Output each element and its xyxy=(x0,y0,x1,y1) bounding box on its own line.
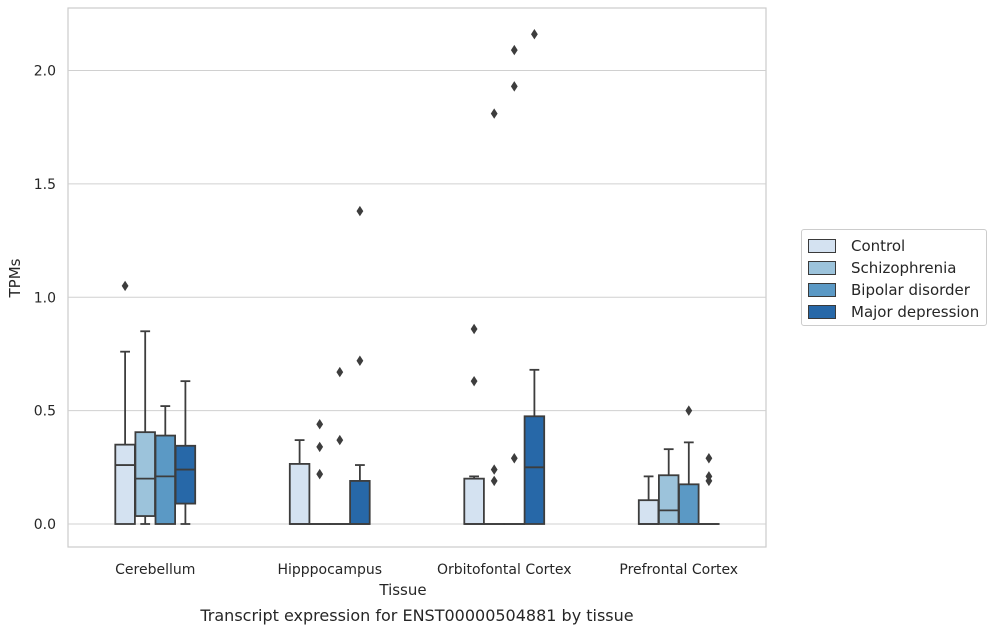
x-tick-labels: Cerebellum Hipppocampus Orbitofontal Corte… xyxy=(115,562,738,578)
outlier-1 xyxy=(356,205,364,217)
box-body xyxy=(154,434,177,525)
y-tick-label-3: 1.5 xyxy=(34,177,56,193)
y-tick-labels: 0.0 0.5 1.0 1.5 2.0 xyxy=(34,64,56,534)
outlier-1 xyxy=(490,464,498,475)
box-body xyxy=(637,499,660,525)
legend-swatch-control xyxy=(808,239,836,253)
outlier-0 xyxy=(531,29,538,40)
x-axis-title: Tissue xyxy=(378,581,426,599)
x-tick-label-0: Cerebellum xyxy=(115,562,195,578)
y-tick-label-0: 0.0 xyxy=(34,517,56,533)
outlier-2 xyxy=(316,419,324,430)
outlier-1 xyxy=(316,441,324,453)
box-body xyxy=(349,480,371,525)
box-2-1 xyxy=(329,366,351,525)
outlier-1 xyxy=(510,81,518,92)
legend: Control Schizophrenia Bipolar disorder M… xyxy=(801,229,987,326)
outlier-0 xyxy=(121,280,129,292)
y-tick-label-4: 2.0 xyxy=(34,64,56,80)
box-0-2 xyxy=(463,323,485,525)
outlier-1 xyxy=(705,471,713,482)
box-2-3 xyxy=(678,405,700,525)
outlier-2 xyxy=(705,453,713,464)
box-body xyxy=(114,443,136,525)
box-0-3 xyxy=(637,475,660,525)
y-axis-title: TPMs xyxy=(6,258,24,298)
outlier-0 xyxy=(510,453,518,464)
legend-label-control: Control xyxy=(851,237,906,255)
box-1-0 xyxy=(134,330,156,525)
outlier-0 xyxy=(470,375,478,387)
outlier-1 xyxy=(470,323,478,335)
legend-swatch-schizophrenia xyxy=(808,261,836,275)
outlier-0 xyxy=(685,405,693,416)
legend-swatch-bipolar-disorder xyxy=(808,283,836,297)
outlier-2 xyxy=(510,44,518,56)
x-tick-label-2: Orbitofontal Cortex xyxy=(437,562,572,578)
legend-label-major-depression: Major depression xyxy=(851,303,980,321)
outlier-0 xyxy=(356,355,364,366)
x-tick-label-1: Hipppocampus xyxy=(277,562,382,578)
chart-caption: Transcript expression for ENST0000050488… xyxy=(200,606,634,625)
box-body xyxy=(658,474,680,525)
legend-item-schizophrenia: Schizophrenia xyxy=(808,258,956,278)
x-tick-label-3: Prefrontal Cortex xyxy=(619,562,738,578)
box-3-3 xyxy=(698,453,720,525)
legend-label-bipolar-disorder: Bipolar disorder xyxy=(851,281,970,299)
box-body xyxy=(288,463,311,525)
box-body xyxy=(678,483,700,525)
outlier-0 xyxy=(490,475,498,487)
box-0-1 xyxy=(288,439,311,525)
box-body xyxy=(134,431,156,517)
legend-label-schizophrenia: Schizophrenia xyxy=(851,259,957,277)
box-body xyxy=(174,444,197,505)
box-3-2 xyxy=(523,29,546,525)
box-1-2 xyxy=(483,108,505,525)
y-tick-label-1: 0.5 xyxy=(34,404,56,420)
box-body xyxy=(463,477,485,525)
legend-item-major-depression: Major depression xyxy=(808,302,979,322)
boxplot-chart: 0.0 0.5 1.0 1.5 2.0 Cerebellum Hipppocampus Or… xyxy=(6,7,767,599)
box-3-1 xyxy=(349,205,371,525)
outlier-1 xyxy=(336,366,344,378)
box-2-0 xyxy=(154,405,177,525)
box-3-0 xyxy=(174,380,197,525)
outlier-0 xyxy=(336,434,344,446)
y-tick-label-2: 1.0 xyxy=(34,290,56,306)
box-2-2 xyxy=(503,44,526,525)
legend-item-control: Control xyxy=(808,236,905,256)
outlier-2 xyxy=(490,108,498,119)
legend-item-bipolar-disorder: Bipolar disorder xyxy=(808,280,970,300)
box-body xyxy=(523,415,546,525)
outlier-0 xyxy=(316,468,324,480)
legend-swatch-major-depression xyxy=(808,305,836,319)
box-groups xyxy=(114,29,720,525)
